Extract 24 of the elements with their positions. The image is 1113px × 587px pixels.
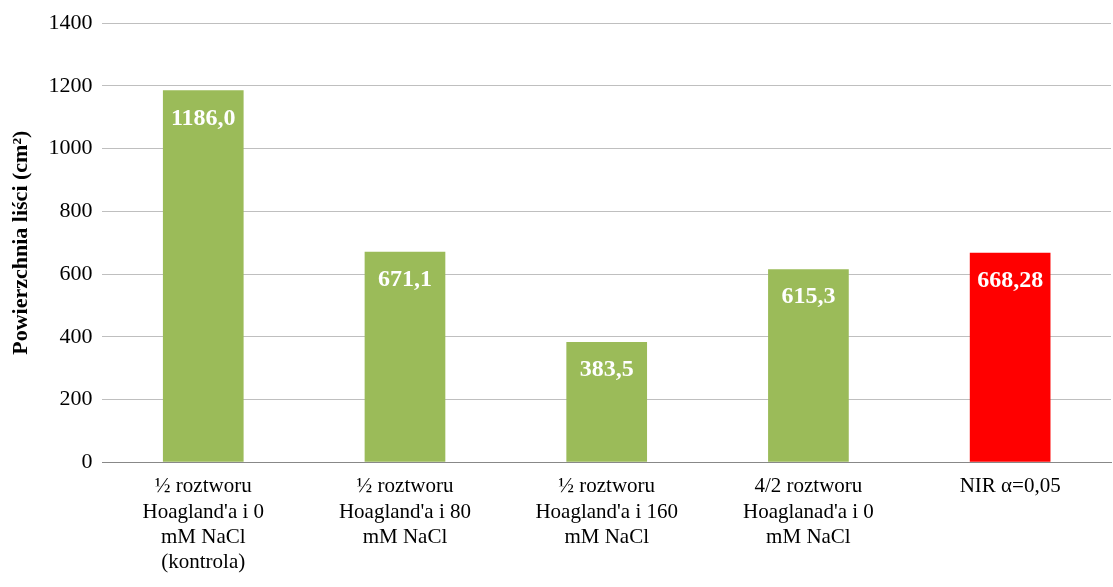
y-tick-label: 1400	[48, 8, 93, 34]
data-label: 1186,0	[170, 103, 236, 130]
y-tick-label: 600	[59, 259, 93, 285]
bar	[768, 269, 849, 462]
x-tick-label: ½ roztworu Hoagland'a i 0 mM NaCl (kontrola)	[142, 473, 265, 573]
data-label: 668,28	[977, 265, 1044, 292]
y-tick-label: 1000	[48, 134, 93, 160]
x-tick-label: ½ roztworu Hoagland'a i 80 mM NaCl	[338, 473, 472, 548]
data-label: 615,3	[781, 282, 836, 309]
bar	[364, 251, 446, 462]
y-tick-label: 1200	[48, 71, 93, 97]
y-tick-label: 800	[59, 197, 93, 223]
x-tick-label: NIR α=0,05	[959, 473, 1061, 498]
y-tick-label: 400	[59, 322, 93, 348]
bar	[969, 252, 1051, 462]
x-tick-label: ½ roztworu Hoagland'a i 160 mM NaCl	[535, 473, 678, 548]
data-label: 383,5	[579, 355, 634, 382]
y-axis-title: Powierzchnia liści (cm²)	[6, 130, 32, 355]
y-tick-label: 0	[81, 447, 93, 473]
x-tick-label: 4/2 roztworu Hoaglanad'a i 0 mM NaCl	[742, 473, 874, 548]
bar	[566, 341, 648, 462]
bar	[162, 90, 244, 462]
data-label: 671,1	[377, 264, 432, 291]
y-tick-label: 200	[59, 385, 93, 411]
